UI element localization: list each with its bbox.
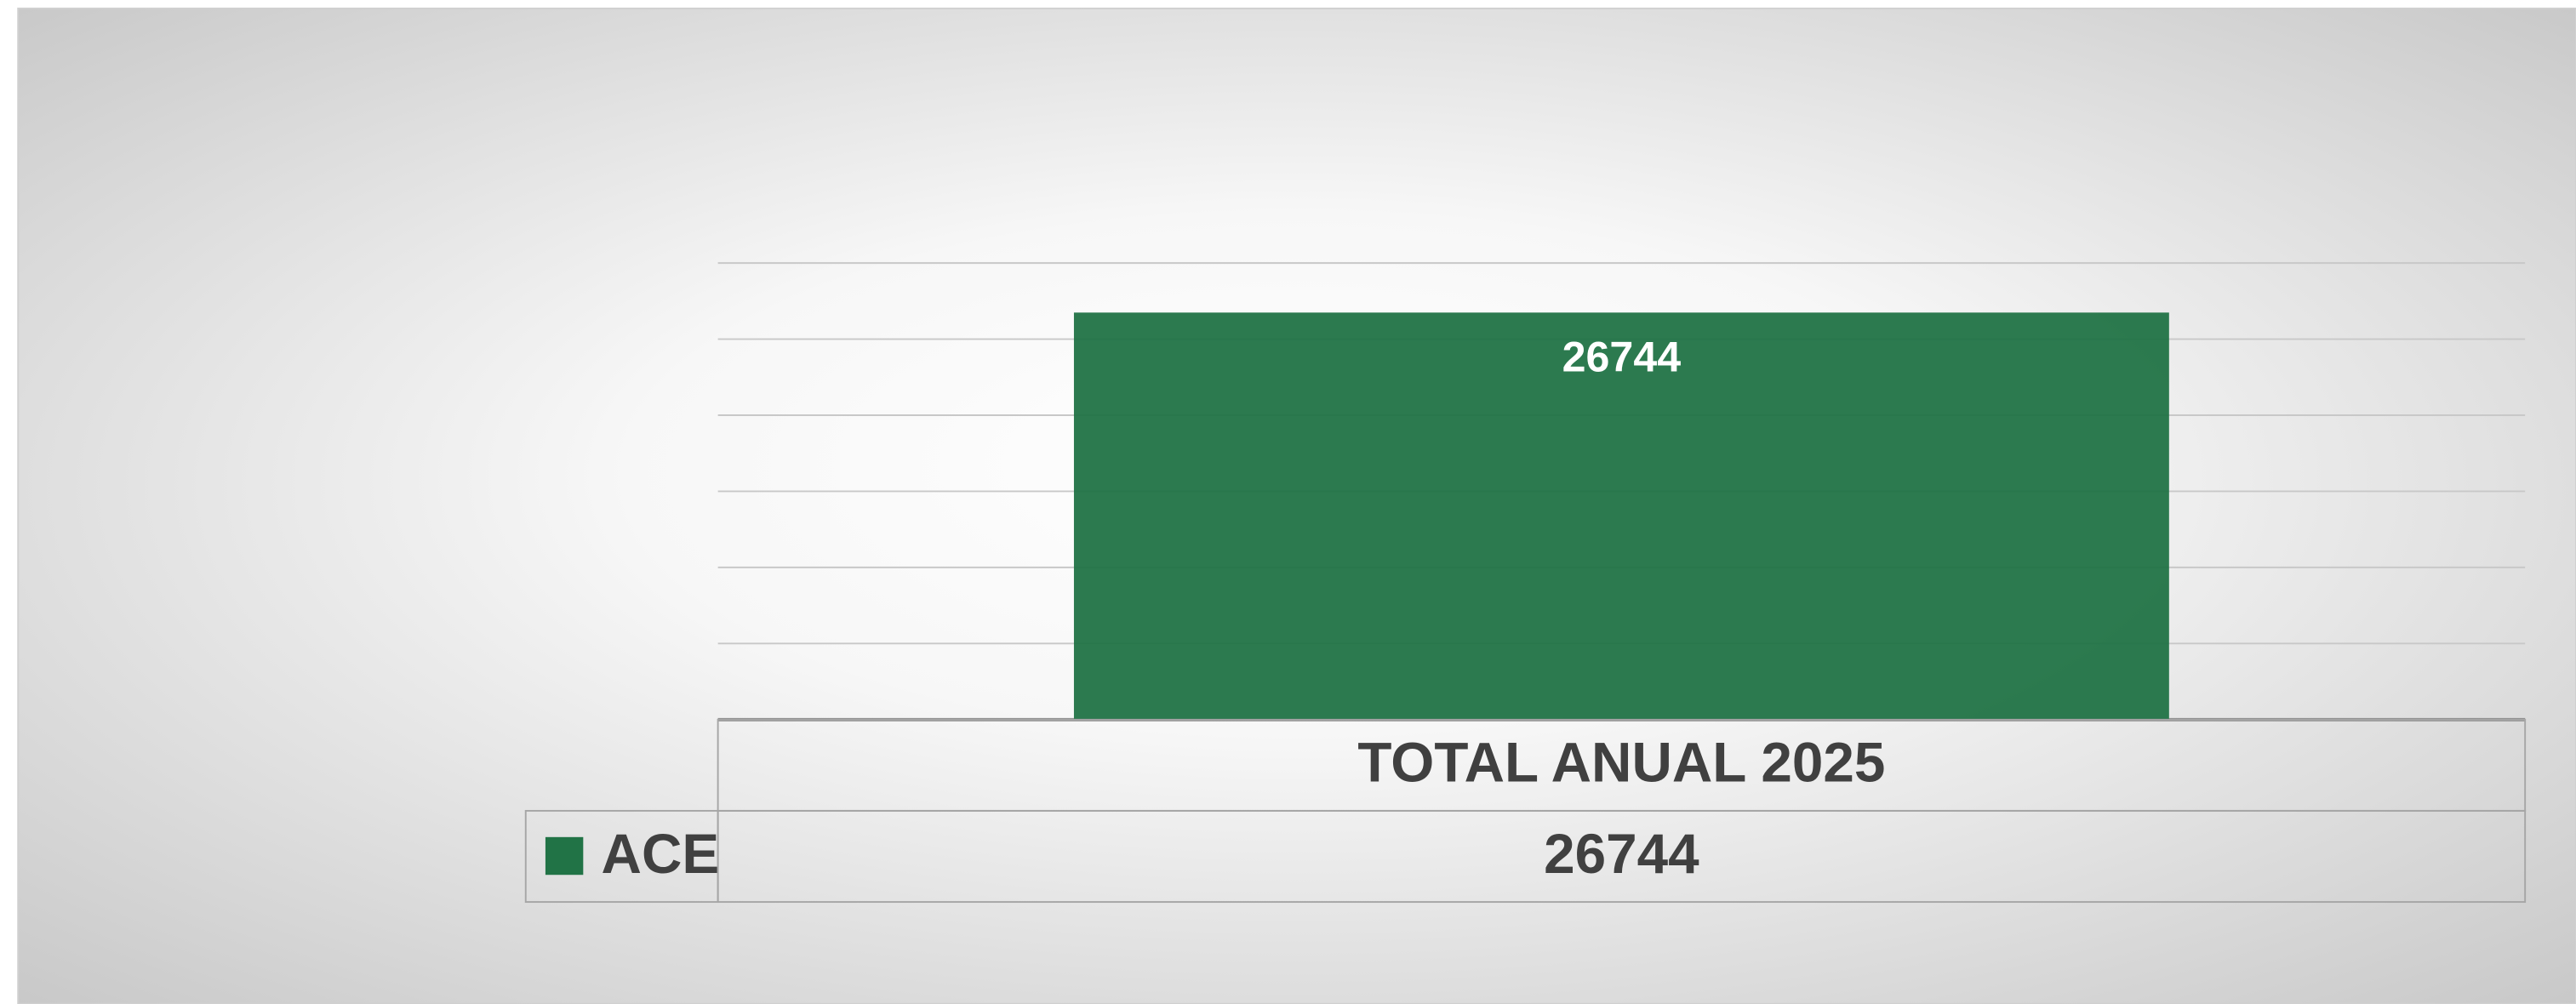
data-table-value: 26744 <box>1544 823 1699 885</box>
legend-swatch <box>545 836 584 876</box>
legend-label: ACE <box>602 823 720 885</box>
data-label: 26744 <box>1562 334 1682 381</box>
category-label: TOTAL ANUAL 2025 <box>1357 732 1885 794</box>
bar <box>1073 312 2169 720</box>
data-table-row <box>717 809 2527 904</box>
